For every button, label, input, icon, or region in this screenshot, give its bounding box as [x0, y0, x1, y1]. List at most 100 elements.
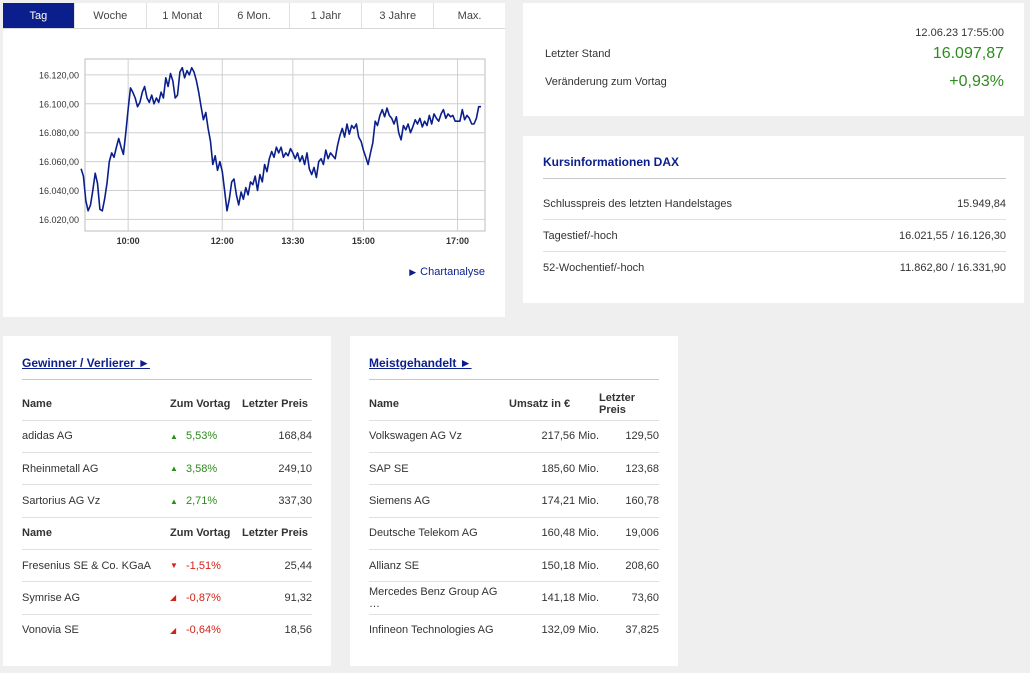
x-tick-label: 15:00 [352, 236, 375, 246]
change-value: +0,93% [949, 73, 1004, 90]
last-price: 25,44 [242, 549, 312, 583]
plot-area-frame [84, 58, 486, 232]
table-row[interactable]: Infineon Technologies AG 132,09 Mio. 37,… [369, 614, 659, 646]
triangle-up-icon: ▲ [170, 496, 178, 506]
info-value: 11.862,80 / 16.331,90 [899, 262, 1006, 274]
last-price-label: Letzter Stand [545, 48, 611, 60]
volume: 185,60 Mio. [509, 452, 599, 486]
last-price: 73,60 [599, 581, 659, 615]
last-price: 37,825 [625, 624, 659, 637]
last-price: 168,84 [242, 420, 312, 454]
change-percent: -0,87% [186, 591, 221, 604]
intraday-price-chart[interactable]: 16.020,00 16.040,00 16.060,00 16.080,00 16.1… [3, 29, 505, 259]
table-row[interactable]: Fresenius SE & Co. KGaA ▼ -1,51% 25,44 [22, 549, 312, 583]
info-value: 16.021,55 / 16.126,30 [898, 229, 1006, 242]
stock-name[interactable]: SAP SE [369, 452, 509, 486]
stock-name[interactable]: Rheinmetall AG [22, 452, 170, 486]
change-percent: -1,51% [186, 559, 221, 572]
last-price: 337,30 [242, 484, 312, 518]
table-header-row: Name Umsatz in € Letzter Preis [369, 388, 659, 421]
info-label: Tagestief/-hoch [543, 229, 618, 242]
title-divider [22, 379, 312, 380]
chart-panel: Tag Woche 1 Monat 6 Mon. 1 Jahr 3 Jahre … [3, 3, 505, 317]
table-row[interactable]: Sartorius AG Vz ▲ 2,71% 337,30 [22, 484, 312, 518]
stock-name[interactable]: Deutsche Telekom AG [369, 517, 509, 550]
chartanalyse-label: Chartanalyse [420, 266, 485, 278]
volume: 132,09 Mio. [541, 624, 599, 637]
title-divider [369, 379, 659, 380]
tab-tag[interactable]: Tag [3, 3, 74, 28]
gainers-losers-title-link[interactable]: Gewinner / Verlierer ► [22, 356, 150, 370]
info-label: 52-Wochentief/-hoch [543, 262, 645, 274]
stock-name[interactable]: Symrise AG [22, 581, 170, 615]
last-price: 249,10 [242, 452, 312, 486]
play-triangle-icon: ▶ [409, 266, 417, 277]
col-header-change: Zum Vortag [170, 388, 242, 421]
y-tick-label: 16.040,00 [39, 186, 79, 196]
stock-name[interactable]: Allianz SE [369, 549, 509, 583]
table-header-row: Name Zum Vortag Letzter Preis [22, 517, 312, 550]
stock-name[interactable]: Fresenius SE & Co. KGaA [22, 549, 170, 583]
table-row[interactable]: adidas AG ▲ 5,53% 168,84 [22, 420, 312, 454]
last-price: 208,60 [599, 549, 659, 583]
timeframe-tabs: Tag Woche 1 Monat 6 Mon. 1 Jahr 3 Jahre … [3, 3, 505, 29]
triangle-up-icon: ▲ [170, 464, 178, 474]
last-price-value: 16.097,87 [932, 45, 1004, 62]
x-tick-label: 17:00 [446, 236, 469, 246]
stock-name[interactable]: Vonovia SE [22, 624, 79, 637]
table-header-row: Name Zum Vortag Letzter Preis [22, 388, 312, 421]
triangle-down-icon: ▼ [170, 561, 178, 571]
most-traded-title-link[interactable]: Meistgehandelt ► [369, 356, 472, 370]
y-tick-label: 16.020,00 [39, 215, 79, 225]
change-percent: -0,64% [186, 624, 221, 637]
last-price: 91,32 [242, 581, 312, 615]
col-header-price: Letzter Preis [242, 517, 312, 550]
most-traded-panel: Meistgehandelt ► Name Umsatz in € Letzte… [350, 336, 678, 666]
table-row[interactable]: Allianz SE 150,18 Mio. 208,60 [369, 549, 659, 583]
last-price-row: Letzter Stand 16.097,87 [545, 45, 1004, 63]
tab-3-jahre[interactable]: 3 Jahre [361, 3, 433, 28]
tab-1-monat[interactable]: 1 Monat [145, 3, 218, 28]
table-row[interactable]: Rheinmetall AG ▲ 3,58% 249,10 [22, 452, 312, 486]
change-label: Veränderung zum Vortag [545, 76, 667, 88]
quote-panel: 12.06.23 17:55:00 Letzter Stand 16.097,8… [523, 3, 1024, 116]
stock-name[interactable]: adidas AG [22, 420, 170, 454]
col-header-change: Zum Vortag [170, 517, 242, 550]
table-row[interactable]: Siemens AG 174,21 Mio. 160,78 [369, 484, 659, 518]
stock-name[interactable]: Volkswagen AG Vz [369, 420, 509, 454]
col-header-name: Name [369, 388, 509, 421]
table-row[interactable]: Mercedes Benz Group AG … 141,18 Mio. 73,… [369, 581, 659, 615]
change-percent: 3,58% [186, 462, 218, 475]
table-row[interactable]: Volkswagen AG Vz 217,56 Mio. 129,50 [369, 420, 659, 454]
triangle-up-icon: ▲ [170, 431, 178, 441]
stock-name[interactable]: Infineon Technologies AG [369, 624, 494, 637]
stock-name[interactable]: Mercedes Benz Group AG … [369, 581, 509, 615]
col-header-price: Letzter Preis [599, 388, 659, 421]
stock-name[interactable]: Sartorius AG Vz [22, 484, 170, 518]
table-row[interactable]: Symrise AG ◢ -0,87% 91,32 [22, 581, 312, 615]
table-row[interactable]: SAP SE 185,60 Mio. 123,68 [369, 452, 659, 486]
tab-6-mon[interactable]: 6 Mon. [217, 3, 290, 28]
gainers-losers-panel: Gewinner / Verlierer ► Name Zum Vortag L… [3, 336, 331, 666]
col-header-name: Name [22, 388, 170, 421]
tab-1-jahr[interactable]: 1 Jahr [289, 3, 361, 28]
volume: 217,56 Mio. [509, 420, 599, 454]
info-value: 15.949,84 [957, 197, 1006, 210]
last-price: 19,006 [599, 517, 659, 550]
chartanalyse-link[interactable]: ▶ Chartanalyse [409, 266, 485, 278]
tab-woche[interactable]: Woche [73, 3, 146, 28]
tab-max[interactable]: Max. [433, 3, 505, 28]
volume: 141,18 Mio. [509, 581, 599, 615]
triangle-corner-icon: ◢ [170, 625, 177, 635]
last-price: 18,56 [284, 624, 312, 637]
info-row-day-range: Tagestief/-hoch 16.021,55 / 16.126,30 [543, 220, 1006, 252]
volume: 150,18 Mio. [509, 549, 599, 583]
triangle-corner-icon: ◢ [170, 593, 177, 603]
table-row[interactable]: Deutsche Telekom AG 160,48 Mio. 19,006 [369, 517, 659, 550]
info-row-close: Schlusspreis des letzten Handelstages 15… [543, 188, 1006, 220]
stock-name[interactable]: Siemens AG [369, 484, 509, 518]
change-percent: 2,71% [186, 495, 218, 508]
table-row[interactable]: Vonovia SE ◢ -0,64% 18,56 [22, 614, 312, 646]
x-tick-label: 10:00 [117, 236, 140, 246]
price-series-line [80, 66, 482, 212]
